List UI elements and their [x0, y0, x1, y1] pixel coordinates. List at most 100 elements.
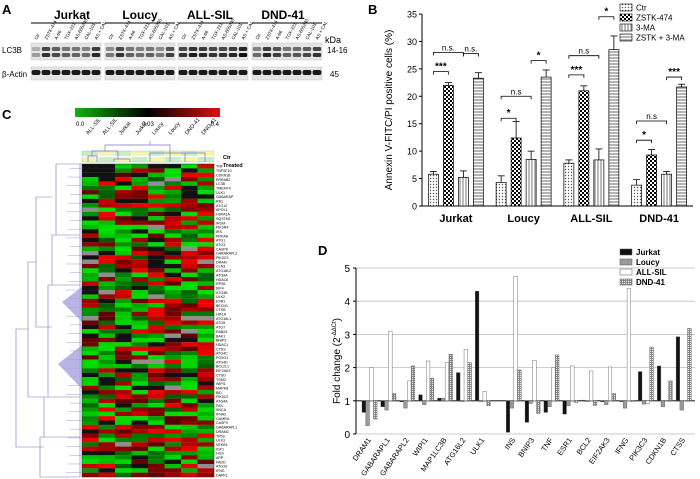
heatmap-cell [131, 250, 149, 256]
heatmap-cell [82, 272, 99, 278]
heatmap-cell [181, 407, 198, 412]
blot-band-lc3b-ii [41, 53, 51, 57]
chart-b-bar [646, 154, 657, 207]
chart-b-ylabel: Annexin V-FITC/PI positive cells (%) [384, 30, 395, 191]
heatmap-gene-label: PRKAA [216, 234, 229, 238]
heatmap-cell [197, 194, 215, 199]
heatmap-gene-label: ATG1 [216, 239, 225, 243]
heatmap-cell [82, 211, 99, 217]
heatmap-cell [148, 259, 165, 265]
heatmap-condition-track [164, 151, 181, 156]
heatmap-cell [131, 433, 149, 438]
heatmap-cell [98, 385, 116, 391]
heatmap-cell [164, 298, 182, 304]
heatmap-gene-label: IFNG [216, 469, 225, 473]
heatmap-cell [115, 168, 132, 173]
heatmap-cell [148, 472, 165, 478]
heatmap-cell [181, 342, 198, 347]
heatmap-cell [197, 324, 215, 330]
heatmap-cell [181, 268, 198, 273]
heatmap-cell [164, 316, 182, 321]
heatmap-cell [148, 216, 165, 221]
heatmap-cell [164, 207, 182, 212]
heatmap-cell [82, 172, 99, 178]
heatmap-condition-track [98, 157, 115, 162]
heatmap-gene-label: ULK2 [216, 295, 225, 299]
blot-band-lc3b-ii [105, 53, 115, 57]
heatmap-cell [115, 303, 132, 308]
heatmap-cell [197, 237, 215, 243]
heatmap-cell [131, 407, 149, 412]
heatmap-column-label: ALL-SIL [102, 117, 119, 136]
chart-d-bar [482, 391, 487, 401]
heatmap-cell [148, 368, 165, 373]
heatmap-legend-treated: Treated [223, 163, 243, 169]
heatmap-cell [181, 224, 198, 230]
blot-band-lc3b-ii [135, 53, 145, 57]
heatmap-cell [164, 459, 182, 465]
heatmap-cell [98, 407, 116, 412]
heatmap-cell [181, 463, 198, 469]
heatmap-cell [197, 281, 215, 286]
heatmap-cell [98, 420, 116, 425]
heatmap-gene-label: APOL1 [216, 208, 228, 212]
fold-change-chart: Fold change (2-ΔΔCt) 012345DRAM1GABARAPL… [332, 248, 695, 478]
heatmap-cell [148, 185, 165, 191]
chart-b-sig-label: *** [571, 65, 583, 76]
heatmap-cell [148, 224, 165, 230]
chart-d-legend-swatch [619, 268, 633, 276]
blot-band-actin [81, 70, 91, 75]
heatmap-cell [131, 450, 149, 456]
heatmap-cell [115, 329, 132, 334]
heatmap-cell [197, 463, 215, 469]
heatmap-cell [164, 407, 182, 412]
heatmap-cell [197, 250, 215, 256]
chart-d-category-label: ESR1 [555, 436, 574, 457]
heatmap-cell [98, 372, 116, 378]
heatmap-cell [98, 416, 116, 421]
heatmap-cell [98, 255, 116, 260]
heatmap-cell [148, 246, 165, 252]
heatmap-column-label: Loucy [168, 121, 182, 136]
chart-d-category-label: IFNG [613, 436, 631, 456]
chart-b-ytick-label: 5 [412, 174, 417, 184]
heatmap-cell [98, 316, 116, 321]
heatmap-cell [197, 164, 215, 169]
heatmap-cell [164, 320, 182, 325]
heatmap-cell [98, 355, 116, 360]
heatmap-cell [181, 185, 198, 191]
blot-band-actin [61, 70, 71, 75]
heatmap-cell [197, 316, 215, 321]
heatmap-cell [164, 255, 182, 260]
heatmap-cell [197, 407, 215, 412]
chart-d-bar [369, 367, 374, 401]
blot-band-actin [41, 70, 51, 75]
heatmap-cell [82, 333, 99, 338]
heatmap-gene-label: BCL2L1 [216, 365, 229, 369]
heatmap-cell [181, 324, 198, 330]
lane-label: Ctr [107, 32, 115, 40]
heatmap-cell [82, 190, 99, 195]
heatmap-cell [164, 290, 182, 295]
heatmap-cell [148, 372, 165, 378]
heatmap-gene-label: HDAC1 [216, 343, 228, 347]
heatmap-cell [115, 190, 132, 195]
chart-d-bar [547, 400, 552, 407]
heatmap-cell [115, 455, 132, 460]
heatmap-gene-label: SQSTM1 [216, 217, 231, 221]
heatmap-cell [82, 307, 99, 312]
blot-band-lc3b-ii [71, 53, 81, 57]
chart-d-bar [528, 400, 533, 404]
panel-letter-c: C [2, 107, 12, 122]
chart-b-sig-label: *** [435, 62, 447, 73]
heatmap-cell [131, 203, 149, 208]
heatmap-cell [164, 442, 182, 447]
heatmap-cell [197, 337, 215, 343]
heatmap-cell [115, 437, 132, 443]
chart-b-bar [473, 77, 484, 207]
heatmap-cell [131, 168, 149, 173]
heatmap-cell [131, 320, 149, 325]
heatmap-cell [82, 337, 99, 343]
heatmap-frame [81, 163, 215, 478]
heatmap-cell [148, 385, 165, 391]
